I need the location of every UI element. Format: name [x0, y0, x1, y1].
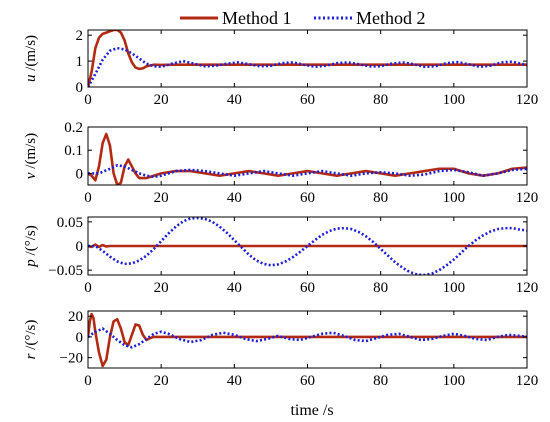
x-tick-label: 20: [154, 190, 169, 206]
y-tick-label: 0: [76, 330, 84, 346]
series-line-method-1: [88, 312, 527, 368]
x-tick-label: 0: [84, 280, 92, 296]
y-axis-variable: r: [23, 353, 39, 359]
x-tick-label: 120: [516, 280, 539, 296]
y-axis-variable: p: [23, 259, 39, 268]
x-axis-label: time /s: [290, 402, 333, 419]
x-tick-label: 120: [516, 373, 539, 389]
x-tick-label: 100: [443, 190, 466, 206]
x-tick-label: 120: [516, 92, 539, 108]
x-tick-label: 100: [443, 280, 466, 296]
x-tick-label: 60: [300, 373, 315, 389]
y-axis-label: u /(m/s): [23, 35, 39, 82]
x-tick-label: 120: [516, 190, 539, 206]
x-tick-label: 20: [154, 92, 169, 108]
y-tick-label: 1: [76, 54, 84, 70]
y-tick-label: 0: [76, 166, 84, 182]
series-line-method-1: [88, 30, 527, 87]
x-tick-label: 40: [227, 373, 242, 389]
y-axis-unit: /(m/s): [23, 133, 39, 173]
x-tick-label: 0: [84, 373, 92, 389]
x-tick-label: 40: [227, 190, 242, 206]
plot-frame: [87, 29, 528, 88]
y-tick-label: 0.2: [64, 120, 83, 136]
series-line-method-2: [88, 327, 527, 349]
x-tick-label: 60: [300, 92, 315, 108]
x-tick-label: 0: [84, 190, 92, 206]
y-axis-unit: /(°/s): [23, 320, 39, 354]
x-tick-label: 80: [373, 92, 388, 108]
y-axis-label: r /(°/s): [23, 320, 39, 360]
series-line-method-2: [88, 163, 527, 179]
y-tick-label: 2: [76, 28, 84, 44]
y-axis-unit: /(°/s): [23, 225, 39, 259]
series-line-method-1: [88, 243, 527, 249]
x-tick-label: 80: [373, 280, 388, 296]
y-tick-label: −0.05: [48, 263, 83, 279]
y-axis-variable: u: [23, 75, 39, 83]
legend-label-method-2: Method 2: [356, 8, 426, 28]
subplot-v: 0 20 40 60 80 100 120 0 0.1 0.2 v /(m/s): [23, 120, 538, 206]
y-tick-label: 20: [68, 309, 83, 325]
x-tick-label: 20: [154, 373, 169, 389]
x-tick-label: 100: [443, 92, 466, 108]
x-tick-label: 100: [443, 373, 466, 389]
plot-frame: [87, 310, 528, 369]
x-tick-label: 40: [227, 92, 242, 108]
series-line-method-2: [88, 46, 527, 87]
subplot-u: 0 20 40 60 80 100 120 0 1 2 u /(m/s): [23, 28, 538, 108]
y-axis-label: v /(m/s): [23, 133, 39, 179]
x-tick-label: 60: [300, 190, 315, 206]
y-tick-label: 0: [76, 80, 84, 96]
y-tick-label: 0.1: [64, 143, 83, 159]
y-axis-unit: /(m/s): [23, 35, 39, 75]
x-tick-label: 0: [84, 92, 92, 108]
y-tick-label: 0: [76, 239, 84, 255]
x-tick-label: 80: [373, 190, 388, 206]
y-tick-label: −20: [60, 351, 83, 367]
legend-label-method-1: Method 1: [222, 8, 292, 28]
x-tick-label: 60: [300, 280, 315, 296]
x-tick-label: 40: [227, 280, 242, 296]
legend: Method 1 Method 2: [180, 8, 426, 28]
x-tick-label: 80: [373, 373, 388, 389]
series-line-method-2: [88, 217, 527, 275]
y-tick-label: 0.05: [57, 215, 83, 231]
x-tick-label: 20: [154, 280, 169, 296]
y-axis-variable: v: [23, 172, 39, 179]
series-line-method-1: [88, 132, 527, 185]
y-axis-label: p /(°/s): [23, 225, 39, 267]
